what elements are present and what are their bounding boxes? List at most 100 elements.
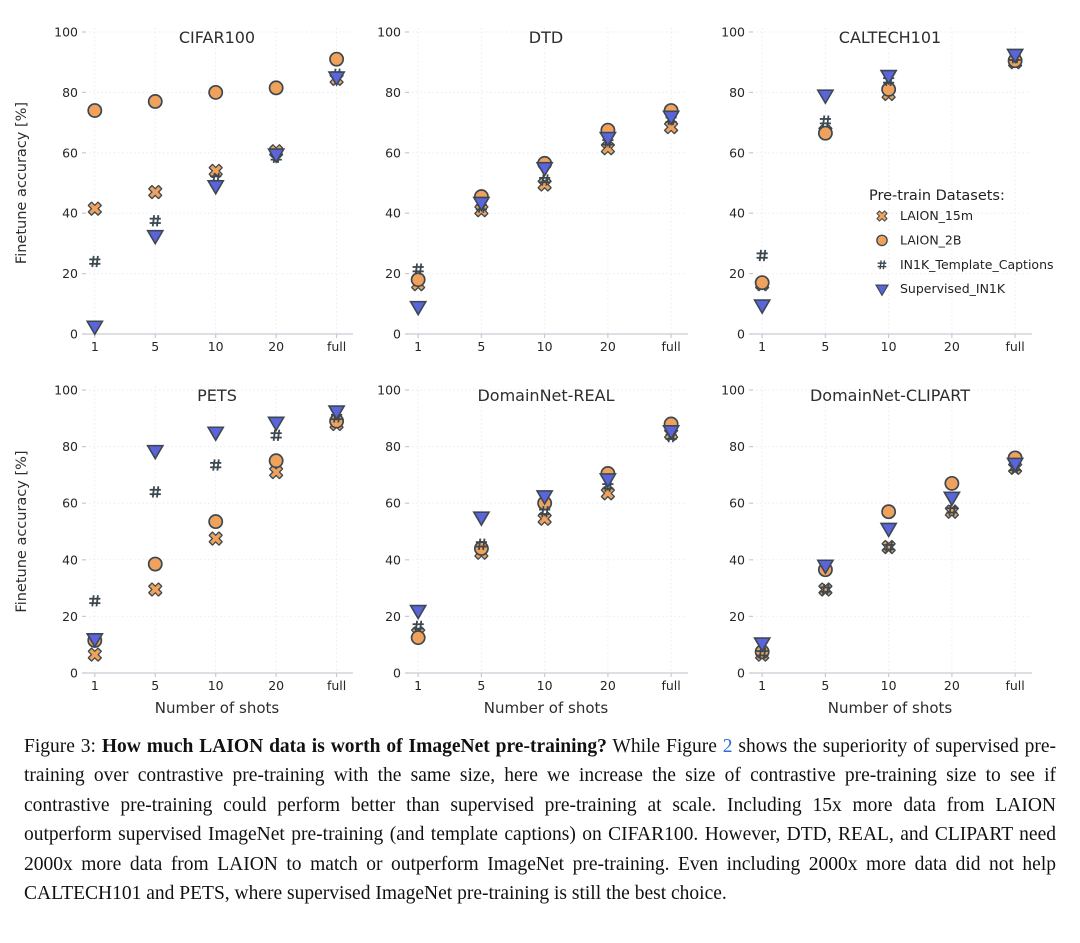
y-tick-label: 100 <box>721 383 745 398</box>
y-tick-label: 40 <box>385 552 401 567</box>
y-tick-label: 100 <box>377 383 401 398</box>
y-tick-label: 40 <box>385 206 401 221</box>
y-tick-label: 100 <box>377 25 401 40</box>
y-tick-label: 20 <box>729 266 745 281</box>
data-point-in1k_template_captions-1 <box>89 255 101 268</box>
data-point-supervised_in1k-20 <box>598 473 617 489</box>
figure-2-link[interactable]: 2 <box>722 736 733 757</box>
data-point-supervised_in1k-5 <box>816 89 835 105</box>
caption-figure-label: Figure 3: <box>24 736 102 757</box>
data-point-supervised_in1k-10 <box>879 522 898 539</box>
data-point-supervised_in1k-full <box>662 110 681 126</box>
y-tick-label: 0 <box>70 327 78 342</box>
y-tick-label: 60 <box>385 145 401 160</box>
chart-caltech101: 0 20 40 60 80 100 1 5 10 20 full CALTECH101 Pre-trai… <box>721 25 1053 355</box>
legend-label: LAION_2B <box>900 232 961 247</box>
data-point-laion_2b-10 <box>881 504 897 520</box>
legend-label: LAION_15m <box>900 208 973 223</box>
data-point-laion_2b-10 <box>208 84 224 100</box>
chart-domainnet-real: 0 20 40 60 80 100 1 5 10 20 full DomainNet-REAL Numb… <box>377 383 688 717</box>
data-point-laion_2b-5 <box>147 94 163 109</box>
data-point-supervised_in1k-20 <box>598 131 617 148</box>
data-point-supervised_in1k-1 <box>409 604 428 621</box>
x-axis-label: Number of shots <box>484 699 609 717</box>
data-point-in1k_template_captions-5 <box>819 115 831 127</box>
y-tick-label: 20 <box>385 266 401 281</box>
chart-title: PETS <box>197 386 237 405</box>
triangle-down-legend-icon <box>874 284 890 297</box>
x-tick-label: 20 <box>944 339 960 354</box>
chart-domainnet-clipart: 0 20 40 60 80 100 1 5 10 20 full DomainNet-CLIPART N… <box>721 383 1032 717</box>
data-point-supervised_in1k-20 <box>942 491 961 507</box>
data-point-laion_2b-1 <box>410 272 426 288</box>
circle-legend-icon <box>876 234 888 247</box>
x-axis-label: Number of shots <box>828 699 953 717</box>
y-tick-label: 40 <box>729 206 745 221</box>
data-point-supervised_in1k-10 <box>206 180 225 196</box>
y-tick-label: 0 <box>393 666 401 681</box>
data-point-laion_2b-20 <box>268 80 284 96</box>
x-tick-label: 1 <box>758 339 766 354</box>
y-tick-label: 80 <box>385 85 401 100</box>
x-tick-label: 5 <box>151 678 159 693</box>
x-tick-label: 10 <box>537 678 553 693</box>
y-tick-label: 60 <box>385 496 401 511</box>
series-supervised_in1k <box>753 48 1025 315</box>
data-point-laion_2b-5 <box>817 125 833 141</box>
x-tick-label: 5 <box>821 339 829 354</box>
chart-cifar100: 0 20 40 60 80 100 1 5 10 20 full CIFAR100 Finetune a… <box>14 25 353 354</box>
series-supervised_in1k <box>409 425 681 621</box>
y-tick-label: 40 <box>62 552 78 567</box>
chart-dtd: 0 20 40 60 80 100 1 5 10 20 full DTD <box>377 25 688 354</box>
data-point-in1k_template_captions-1 <box>89 595 101 607</box>
y-tick-label: 20 <box>62 609 78 624</box>
hash-legend-icon <box>877 260 887 270</box>
data-point-supervised_in1k-5 <box>816 559 835 575</box>
x-cross-legend-icon <box>876 210 888 222</box>
x-tick-label: full <box>661 678 680 693</box>
data-point-in1k_template_captions-10 <box>539 505 551 518</box>
data-point-supervised_in1k-10 <box>206 426 225 442</box>
data-point-in1k_template_captions-1 <box>756 249 768 262</box>
x-tick-label: 20 <box>944 678 960 693</box>
legend-title: Pre-train Datasets: <box>869 188 1005 204</box>
y-tick-label: 80 <box>385 439 401 454</box>
data-point-laion_15m-10 <box>537 511 552 526</box>
data-point-laion_15m-full <box>664 120 679 135</box>
data-point-in1k_template_captions-20 <box>946 504 958 516</box>
x-tick-label: 1 <box>91 678 99 693</box>
data-point-in1k_template_captions-5 <box>149 486 161 498</box>
y-tick-label: 60 <box>729 145 745 160</box>
x-tick-label: 10 <box>881 339 897 354</box>
data-point-in1k_template_captions-5 <box>149 215 161 227</box>
chart-title: DTD <box>529 28 563 47</box>
data-point-supervised_in1k-full <box>327 71 346 87</box>
data-point-laion_15m-10 <box>208 531 223 546</box>
data-point-laion_2b-10 <box>208 514 224 530</box>
data-point-in1k_template_captions-10 <box>210 459 222 471</box>
data-point-supervised_in1k-full <box>327 405 346 421</box>
series-laion_2b <box>754 53 1023 291</box>
data-point-in1k_template_captions-1 <box>412 620 424 633</box>
x-tick-label: 10 <box>537 339 553 354</box>
y-axis-label: Finetune accuracy [%] <box>14 450 30 612</box>
data-point-laion_15m-5 <box>148 582 163 597</box>
x-tick-label: 20 <box>268 339 284 354</box>
data-point-supervised_in1k-1 <box>409 300 428 317</box>
chart-title: DomainNet-CLIPART <box>810 386 970 405</box>
data-point-laion_15m-10 <box>537 177 552 192</box>
data-point-supervised_in1k-5 <box>146 229 165 246</box>
y-tick-label: 80 <box>729 85 745 100</box>
x-tick-label: 1 <box>91 339 99 354</box>
y-tick-label: 60 <box>729 496 745 511</box>
y-tick-label: 0 <box>737 327 745 342</box>
data-point-laion_2b-20 <box>268 453 284 469</box>
x-tick-label: full <box>327 339 346 354</box>
x-tick-label: 10 <box>881 678 897 693</box>
data-point-supervised_in1k-1 <box>753 299 772 315</box>
x-tick-label: 20 <box>600 339 616 354</box>
data-point-supervised_in1k-5 <box>472 511 491 527</box>
x-tick-label: 1 <box>414 339 422 354</box>
data-point-supervised_in1k-20 <box>267 148 286 164</box>
data-point-in1k_template_captions-10 <box>883 541 895 553</box>
